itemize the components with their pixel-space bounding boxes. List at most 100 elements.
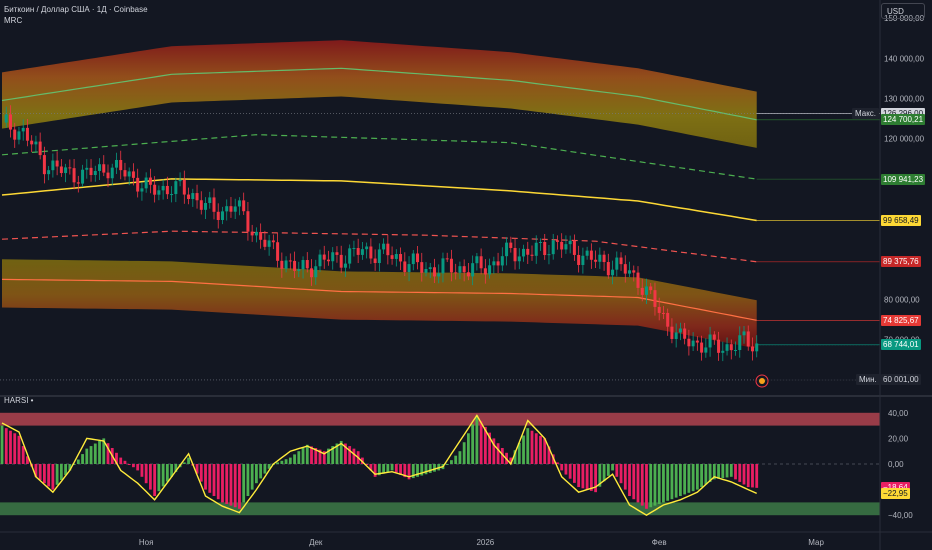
harsi-bar	[390, 464, 394, 471]
harsi-bar	[530, 430, 534, 464]
candle-body	[632, 270, 636, 273]
candle-body	[437, 273, 441, 277]
harsi-bar	[4, 428, 8, 464]
harsi-bar	[47, 464, 51, 487]
candle-body	[746, 331, 750, 347]
candle-body	[305, 260, 309, 269]
candle-body	[628, 270, 632, 274]
harsi-bar	[17, 435, 21, 464]
harsi-bar	[280, 460, 284, 464]
harsi-bar	[411, 464, 415, 479]
mrc-upper-band	[2, 40, 757, 148]
harsi-bar	[700, 464, 703, 488]
candle-body	[263, 239, 267, 247]
harsi-bar	[242, 464, 246, 503]
harsi-bar	[475, 415, 479, 464]
harsi-bar	[424, 464, 428, 475]
harsi-bar	[725, 464, 729, 478]
indicator-label[interactable]: MRC	[4, 16, 23, 25]
harsi-bar	[238, 464, 241, 509]
candle-body	[390, 255, 394, 259]
harsi-bar	[361, 457, 364, 464]
candle-body	[488, 265, 492, 275]
currency-button[interactable]: USD	[881, 3, 925, 19]
harsi-bar	[293, 454, 296, 464]
harsi-bar	[517, 442, 521, 464]
time-tick-label: Мар	[808, 538, 824, 547]
max-label: Макс.	[852, 107, 880, 119]
candle-body	[585, 250, 589, 256]
candle-body	[564, 244, 568, 250]
candle-body	[76, 182, 80, 184]
harsi-bar	[399, 464, 402, 475]
candle-body	[534, 242, 538, 256]
candle-body	[259, 231, 263, 240]
candle-body	[365, 246, 369, 250]
candle-body	[742, 331, 746, 336]
harsi-bar	[284, 459, 288, 464]
candle-body	[131, 171, 135, 178]
harsi-bar	[585, 464, 589, 490]
candle-body	[110, 167, 114, 179]
candle-body	[505, 242, 509, 257]
candle-body	[237, 200, 241, 207]
harsi-bar	[679, 464, 682, 496]
candle-body	[543, 241, 547, 256]
candle-body	[352, 248, 356, 250]
harsi-bar	[712, 464, 716, 480]
harsi-bar	[547, 446, 551, 464]
harsi-bar	[589, 464, 593, 491]
candle-body	[619, 257, 623, 265]
harsi-indicator-label[interactable]: HARSI •	[4, 396, 34, 405]
harsi-bar	[93, 443, 97, 464]
harsi-bar	[738, 464, 742, 482]
harsi-bar	[72, 464, 76, 465]
candle-body	[683, 328, 687, 339]
harsi-bar	[153, 464, 157, 496]
candle-body	[102, 164, 106, 173]
harsi-bar	[640, 464, 644, 506]
alert-icon	[755, 374, 769, 388]
candle-body	[322, 254, 326, 260]
harsi-bar	[403, 464, 407, 478]
price-tag: 124 700,21	[881, 114, 926, 126]
candle-body	[538, 241, 542, 243]
candle-body	[165, 185, 169, 195]
price-tag: 109 941,23	[881, 173, 926, 185]
harsi-bar	[746, 464, 750, 488]
mrc-lower-line	[1, 278, 757, 321]
harsi-bar	[233, 464, 237, 508]
time-tick-label: Фев	[652, 538, 667, 547]
harsi-bar	[297, 451, 301, 464]
candle-body	[212, 197, 216, 212]
time-tick-label: Ноя	[139, 538, 154, 547]
candle-body	[445, 258, 449, 260]
harsi-bar	[573, 464, 576, 483]
harsi-bar	[734, 464, 737, 480]
harsi-bar	[136, 464, 140, 471]
harsi-bar	[717, 464, 720, 479]
harsi-bar	[657, 464, 661, 504]
time-tick-label: Дек	[309, 538, 323, 547]
candle-body	[127, 171, 131, 177]
harsi-bar	[98, 440, 101, 464]
candle-body	[148, 177, 152, 185]
harsi-bar	[81, 454, 84, 464]
candle-body	[551, 240, 555, 255]
harsi-bar	[55, 464, 59, 485]
harsi-bar	[115, 452, 118, 464]
harsi-bar	[195, 464, 199, 474]
candle-body	[229, 206, 233, 212]
harsi-bar	[751, 464, 754, 488]
symbol-title[interactable]: Биткоин / Доллар США · 1Д · Coinbase	[4, 5, 148, 14]
harsi-bar	[539, 435, 542, 464]
candle-body	[572, 240, 576, 255]
candle-body	[454, 272, 458, 274]
harsi-bar	[174, 464, 178, 472]
candle-body	[356, 248, 360, 255]
harsi-pane	[0, 412, 880, 517]
candle-body	[17, 131, 21, 140]
harsi-bar	[276, 462, 279, 464]
harsi-rsi-line	[1, 414, 757, 517]
